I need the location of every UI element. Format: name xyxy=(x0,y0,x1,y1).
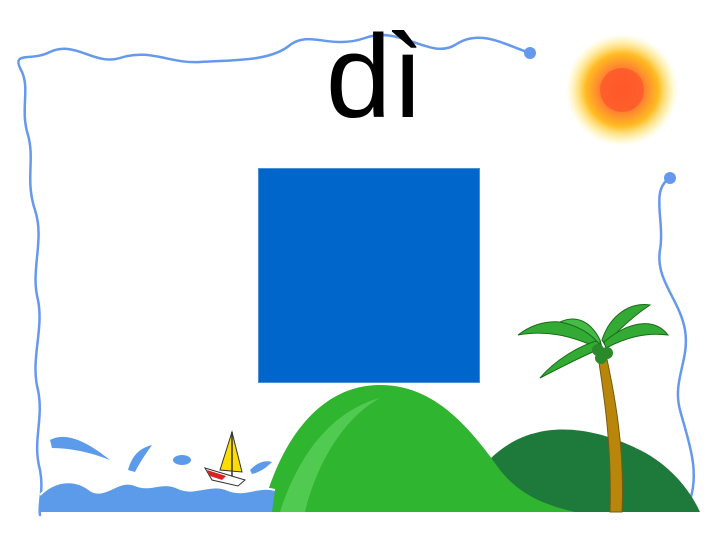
palm-tree-icon xyxy=(517,304,670,513)
sailboat-icon xyxy=(203,430,247,487)
frame-end-dot-right xyxy=(664,172,676,184)
sea-waves-icon xyxy=(39,436,276,512)
hill-icon xyxy=(262,385,575,512)
frame-border-line xyxy=(17,33,532,517)
pinyin-heading: dì xyxy=(325,11,425,143)
blue-card[interactable] xyxy=(258,168,480,383)
frame-end-dot-top xyxy=(524,47,536,59)
hill-back xyxy=(480,429,700,512)
frame-border-line-right xyxy=(658,176,696,502)
sun-icon xyxy=(566,34,678,146)
